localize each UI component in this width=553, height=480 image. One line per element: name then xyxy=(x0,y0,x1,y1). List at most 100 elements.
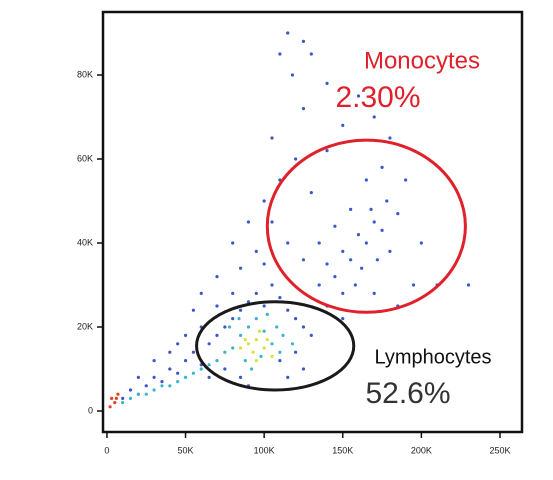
event-dot xyxy=(257,329,262,333)
event-dot xyxy=(215,333,219,337)
event-dot xyxy=(128,396,133,400)
event-dot xyxy=(183,333,188,337)
gate-percent: 2.30% xyxy=(335,81,420,114)
event-dot xyxy=(238,346,243,350)
event-dot xyxy=(237,317,241,321)
event-dot xyxy=(231,241,235,245)
event-dot xyxy=(404,178,408,182)
gate-name: Lymphocytes xyxy=(374,346,491,368)
event-dot xyxy=(160,384,164,388)
event-dot xyxy=(270,283,274,287)
event-dot xyxy=(380,165,384,169)
event-dot xyxy=(176,371,180,375)
event-dot xyxy=(215,275,219,279)
gate-name: Monocytes xyxy=(364,47,480,74)
event-dot xyxy=(325,149,329,153)
plot-frame xyxy=(101,10,524,434)
event-dot xyxy=(364,241,368,245)
event-dot xyxy=(246,325,251,329)
event-dot xyxy=(121,396,125,400)
event-dot xyxy=(246,220,251,224)
event-dot xyxy=(238,308,243,312)
event-dot xyxy=(259,354,263,358)
event-dot xyxy=(128,388,133,392)
event-dot xyxy=(286,308,290,312)
event-dot xyxy=(199,367,203,371)
event-dot xyxy=(262,329,266,333)
y-tick-label: 60K xyxy=(77,153,93,163)
event-dot xyxy=(215,359,219,363)
event-dot xyxy=(254,359,258,363)
event-dot xyxy=(293,317,298,321)
event-dot xyxy=(388,136,392,140)
x-tick-label: 150K xyxy=(332,445,353,455)
event-dot xyxy=(385,199,389,203)
event-dot xyxy=(301,367,306,371)
event-dot xyxy=(286,375,290,379)
event-dot xyxy=(349,258,353,262)
event-dot xyxy=(113,401,117,405)
event-dot xyxy=(278,52,282,56)
event-dot xyxy=(254,291,258,295)
event-dot xyxy=(317,283,321,287)
event-dot xyxy=(176,380,180,384)
event-dot xyxy=(243,359,247,363)
event-dot xyxy=(168,384,172,388)
event-dot xyxy=(293,157,298,161)
event-dot xyxy=(207,363,211,367)
event-dot xyxy=(223,325,227,329)
event-dot xyxy=(372,115,376,119)
event-dot xyxy=(411,283,416,287)
event-dot xyxy=(231,317,235,321)
event-dot xyxy=(144,392,148,396)
event-dot xyxy=(333,275,337,279)
event-dot xyxy=(168,350,172,354)
event-dot xyxy=(199,291,203,295)
event-dot xyxy=(286,241,290,245)
event-dot xyxy=(301,258,306,262)
event-dot xyxy=(270,342,274,346)
gate xyxy=(265,138,467,314)
event-dot xyxy=(309,191,313,195)
event-dot xyxy=(360,266,364,270)
event-dot xyxy=(144,384,148,388)
event-dot xyxy=(290,342,295,346)
event-dot xyxy=(317,241,321,245)
event-dot xyxy=(254,317,258,321)
event-dot xyxy=(110,396,114,400)
event-dot xyxy=(227,325,232,329)
event-dot xyxy=(278,359,282,363)
gate xyxy=(195,300,356,392)
event-dot xyxy=(349,207,353,211)
y-tick-label: 80K xyxy=(77,69,93,79)
event-dot xyxy=(341,249,345,253)
event-dot xyxy=(275,325,279,329)
event-dot xyxy=(396,212,400,216)
y-tick-label: 20K xyxy=(77,321,93,331)
event-dot xyxy=(369,207,373,211)
x-tick-label: 200K xyxy=(411,445,432,455)
x-tick-label: 100K xyxy=(254,445,275,455)
event-dot xyxy=(309,333,313,337)
event-dot xyxy=(341,317,345,321)
event-dot xyxy=(356,233,361,237)
gate-percent: 52.6% xyxy=(365,377,450,410)
event-dot xyxy=(243,338,247,342)
event-dot xyxy=(341,291,345,295)
event-dot xyxy=(356,94,361,98)
event-dot xyxy=(207,375,211,379)
event-dot xyxy=(238,333,243,337)
event-dot xyxy=(246,300,251,304)
event-dot xyxy=(191,350,196,354)
event-dot xyxy=(333,224,337,228)
event-dot xyxy=(191,371,196,375)
event-dot xyxy=(160,380,164,384)
event-dot xyxy=(176,342,180,346)
event-dot xyxy=(301,107,306,111)
event-dot xyxy=(251,350,255,354)
event-dot xyxy=(364,178,368,182)
event-dot xyxy=(136,392,140,396)
event-dot xyxy=(152,359,156,363)
event-dot xyxy=(231,291,235,295)
